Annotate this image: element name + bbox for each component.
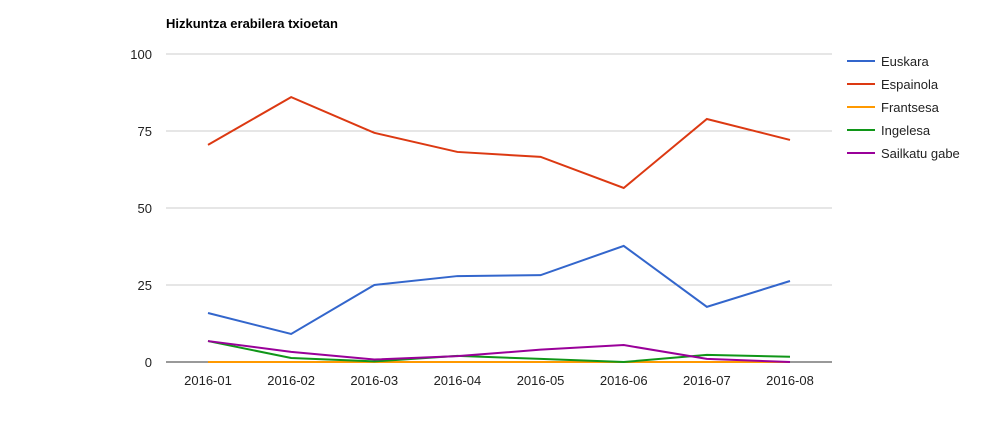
legend-item[interactable]: Euskara bbox=[847, 54, 929, 69]
x-tick-label: 2016-02 bbox=[267, 373, 315, 388]
x-tick-label: 2016-04 bbox=[434, 373, 482, 388]
y-tick-label: 50 bbox=[138, 201, 152, 216]
series-line-espainola bbox=[207, 96, 791, 190]
x-tick-label: 2016-03 bbox=[350, 373, 398, 388]
chart-title: Hizkuntza erabilera txioetan bbox=[166, 16, 338, 31]
legend-label: Espainola bbox=[881, 77, 939, 92]
legend-item[interactable]: Espainola bbox=[847, 77, 939, 92]
x-tick-label: 2016-07 bbox=[683, 373, 731, 388]
series-line-sailkatu-gabe bbox=[207, 340, 791, 363]
y-tick-label: 0 bbox=[145, 355, 152, 370]
legend-label: Ingelesa bbox=[881, 123, 931, 138]
legend-item[interactable]: Frantsesa bbox=[847, 100, 940, 115]
x-tick-label: 2016-05 bbox=[517, 373, 565, 388]
legend-item[interactable]: Ingelesa bbox=[847, 123, 931, 138]
x-tick-label: 2016-01 bbox=[184, 373, 232, 388]
x-tick-label: 2016-08 bbox=[766, 373, 814, 388]
legend-label: Euskara bbox=[881, 54, 929, 69]
y-tick-label: 100 bbox=[130, 47, 152, 62]
series-line-euskara bbox=[207, 244, 791, 336]
y-tick-label: 25 bbox=[138, 278, 152, 293]
y-tick-label: 75 bbox=[138, 124, 152, 139]
legend-label: Frantsesa bbox=[881, 100, 940, 115]
legend-label: Sailkatu gabe bbox=[881, 146, 960, 161]
x-tick-label: 2016-06 bbox=[600, 373, 648, 388]
legend-item[interactable]: Sailkatu gabe bbox=[847, 146, 960, 161]
